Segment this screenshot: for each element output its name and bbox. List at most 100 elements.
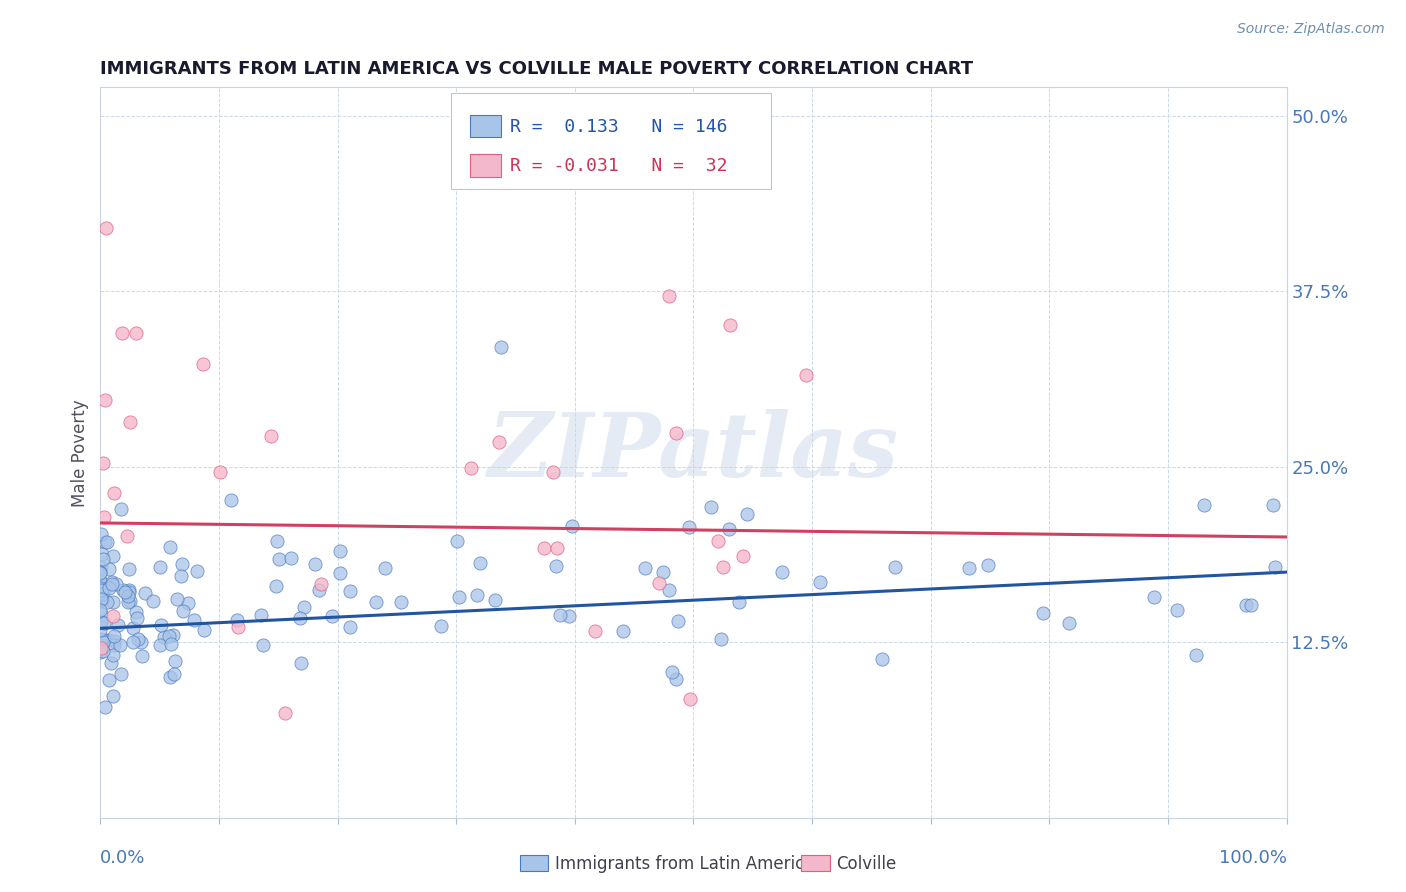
Point [1032,606,1054,620]
Point [127,632,149,647]
Point [96,221,118,235]
Point [91,551,114,566]
Point [127,611,149,625]
Point [727,595,749,609]
Text: Source: ZipAtlas.com: Source: ZipAtlas.com [1237,22,1385,37]
Text: R = -0.031   N =  32: R = -0.031 N = 32 [509,157,727,175]
Point [191,357,214,371]
Point [100,656,122,670]
Point [666,615,689,629]
Point [219,492,242,507]
Point [292,600,315,615]
Point [870,651,893,665]
Point [1185,648,1208,662]
Point [977,558,1000,572]
Point [711,560,734,574]
Point [460,461,482,475]
Point [389,595,412,609]
Point [90,574,112,589]
Point [89,586,111,600]
Point [90,547,112,561]
Point [103,629,125,643]
Point [1166,602,1188,616]
Point [533,541,555,555]
Point [103,549,125,564]
Point [252,638,274,652]
Point [108,638,131,652]
Point [808,574,831,589]
Point [280,550,302,565]
Point [172,558,194,572]
Point [447,591,470,605]
Point [91,456,114,470]
Point [120,593,142,607]
Point [634,561,657,575]
Point [661,665,683,680]
Point [250,608,273,623]
Point [160,637,183,651]
Point [561,518,583,533]
Point [107,618,129,632]
Point [1264,559,1286,574]
Point [103,638,125,652]
Point [430,619,453,633]
Point [93,583,115,598]
Point [90,581,112,595]
Text: ZIPatlas: ZIPatlas [488,409,898,496]
Point [142,594,165,608]
Point [329,566,352,580]
Point [794,368,817,383]
Point [309,576,332,591]
Point [710,632,733,646]
Point [665,673,688,687]
Point [159,629,181,643]
Point [104,577,127,591]
Point [91,644,114,658]
Point [90,615,112,629]
Point [89,591,111,606]
Point [290,656,312,670]
Point [225,613,247,627]
Point [583,624,606,639]
Point [101,690,124,704]
Point [114,585,136,599]
Point [266,534,288,549]
Point [90,593,112,607]
Point [558,609,581,624]
Point [94,392,117,407]
Point [118,584,141,599]
Point [304,558,326,572]
Point [446,534,468,549]
Point [544,559,567,574]
Point [162,628,184,642]
Point [321,609,343,624]
Point [339,583,361,598]
Point [648,575,671,590]
Point [149,560,172,574]
Point [259,429,281,443]
Point [152,630,174,644]
Point [612,624,634,639]
Point [97,582,120,596]
Point [101,609,124,624]
Point [1234,598,1257,612]
Point [1143,590,1166,604]
Point [97,633,120,648]
Point [90,560,112,574]
Point [125,326,148,341]
Point [96,534,118,549]
Point [118,562,141,576]
Point [884,559,907,574]
Point [488,434,510,449]
Point [149,639,172,653]
Point [489,340,512,354]
Point [1240,598,1263,612]
Point [679,691,702,706]
Point [93,509,115,524]
Point [735,508,758,522]
Point [177,596,200,610]
Point [718,318,741,332]
Point [546,541,568,556]
Point [548,607,571,622]
Point [90,607,112,622]
